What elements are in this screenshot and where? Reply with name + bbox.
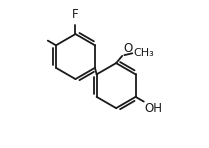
- Text: CH₃: CH₃: [133, 48, 154, 58]
- Text: F: F: [72, 8, 79, 21]
- Text: OH: OH: [144, 102, 163, 115]
- Text: O: O: [123, 42, 132, 55]
